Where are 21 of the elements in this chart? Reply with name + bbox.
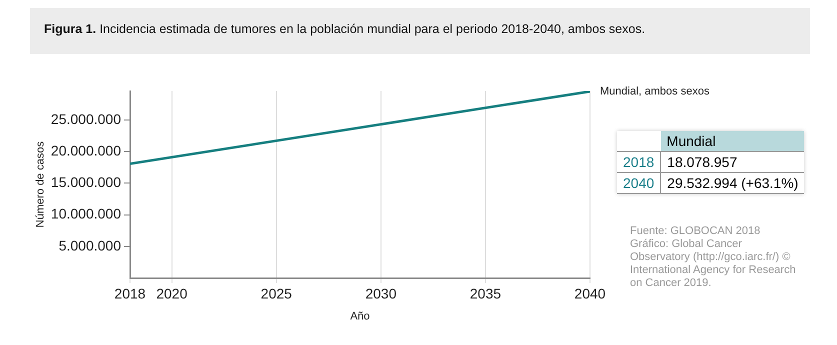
text: 2018 <box>617 152 661 172</box>
y-axis-title: Número de casos <box>34 140 47 228</box>
x-tick-label: 2025 <box>260 285 292 302</box>
series-label: Mundial, ambos sexos <box>600 85 710 98</box>
source-note: Fuente: GLOBOCAN 2018 Gráfico: Global Cancer Observatory (http://gco.iarc.fr/) © International Agency for Research on Cancer 2019. <box>630 225 797 290</box>
y-tick-label: 10.000.000 <box>50 206 122 222</box>
y-tick-label: 20.000.000 <box>50 142 122 159</box>
chart-title: Figura 1. Incidencia estimada de tumores en la población mundial para el periodo 2018-2040, ambos sexos. <box>30 8 810 54</box>
text: Mundial <box>660 131 804 152</box>
x-tick-label: 2035 <box>470 285 502 302</box>
y-tick-label: 15.000.000 <box>50 174 122 190</box>
x-tick-label: 2020 <box>156 285 188 302</box>
y-tick-label: 25.000.000 <box>50 110 122 127</box>
text: 29.532.994 (+63.1%) <box>660 172 804 194</box>
text: 2040 <box>617 172 661 194</box>
x-tick-label: 2018 <box>114 285 146 302</box>
y-tick-label: 5.000.000 <box>58 237 122 254</box>
x-tick-label: 2040 <box>574 285 606 302</box>
text: 18.078.957 <box>660 152 804 172</box>
x-tick-label: 2030 <box>365 285 397 302</box>
x-axis-title: Año <box>350 310 370 322</box>
